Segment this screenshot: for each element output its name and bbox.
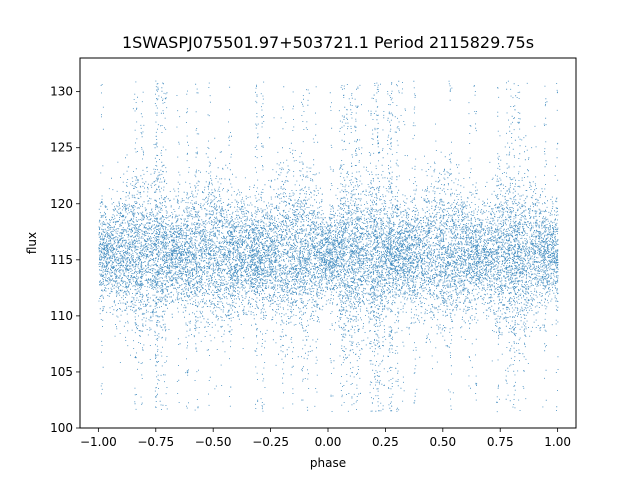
y-axis-label: flux (25, 232, 39, 254)
scatter-points (98, 80, 559, 413)
y-tick-label: 115 (50, 253, 73, 267)
x-axis-ticks: −1.00 −0.75 −0.50 −0.25 0.00 0.25 0.50 0.75 1.00 (80, 428, 571, 449)
y-tick-label: 120 (50, 197, 73, 211)
x-tick-label: −0.25 (252, 435, 289, 449)
y-axis-ticks: 100 105 110 115 120 125 130 (50, 85, 80, 435)
x-axis-label: phase (310, 456, 346, 470)
x-tick-label: −1.00 (80, 435, 117, 449)
y-tick-label: 105 (50, 365, 73, 379)
flux-data-points (98, 80, 559, 413)
x-tick-label: 0.50 (429, 435, 456, 449)
y-tick-label: 130 (50, 85, 73, 99)
x-tick-label: −0.75 (137, 435, 174, 449)
y-tick-label: 110 (50, 309, 73, 323)
x-tick-label: −0.50 (195, 435, 232, 449)
chart-title: 1SWASPJ075501.97+503721.1 Period 2115829… (122, 33, 534, 52)
x-tick-label: 0.25 (372, 435, 399, 449)
x-tick-label: 0.00 (315, 435, 342, 449)
y-tick-label: 125 (50, 141, 73, 155)
x-tick-label: 0.75 (487, 435, 514, 449)
y-tick-label: 100 (50, 421, 73, 435)
x-tick-label: 1.00 (544, 435, 571, 449)
plot-area (79, 57, 577, 429)
